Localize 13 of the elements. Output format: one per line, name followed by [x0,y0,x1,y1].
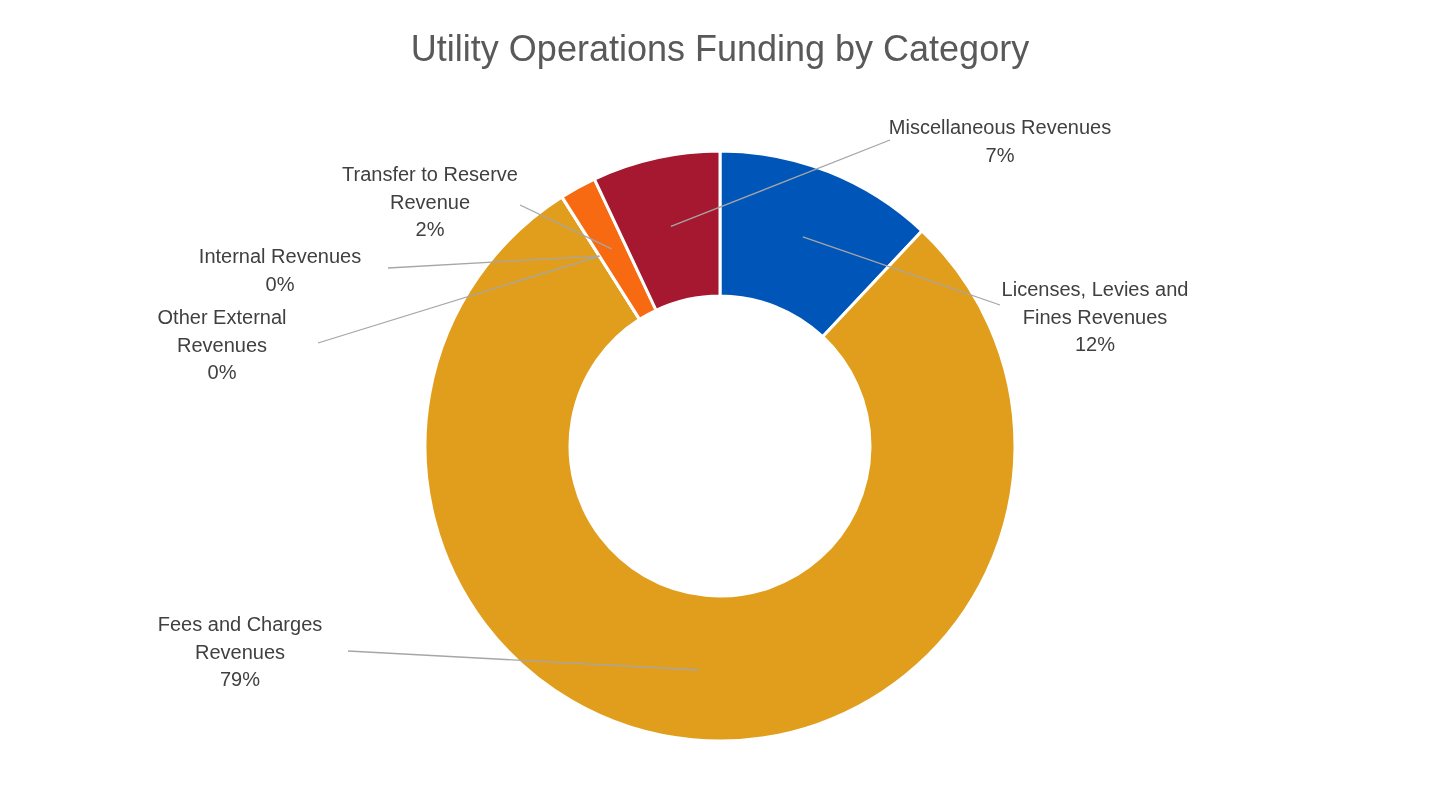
slice-label: Miscellaneous Revenues [888,116,1112,138]
slice-label: Transfer to Reserve Revenue [342,163,518,213]
data-label: 79% [219,668,261,690]
category-label: Other External Revenues [157,306,287,356]
slice-label: Fees and Charges Revenues [157,613,323,663]
data-label: 12% [1074,333,1116,355]
data-label: 7% [985,143,1015,166]
category-label: Internal Revenues [198,245,362,267]
slice-label: Licenses, Levies and Fines Revenues [1001,278,1189,328]
text: 0% [207,361,237,383]
data-label: 2% [415,218,445,240]
chart-title: Utility Operations Funding by Category [410,28,1030,69]
text: 0% [265,272,295,295]
